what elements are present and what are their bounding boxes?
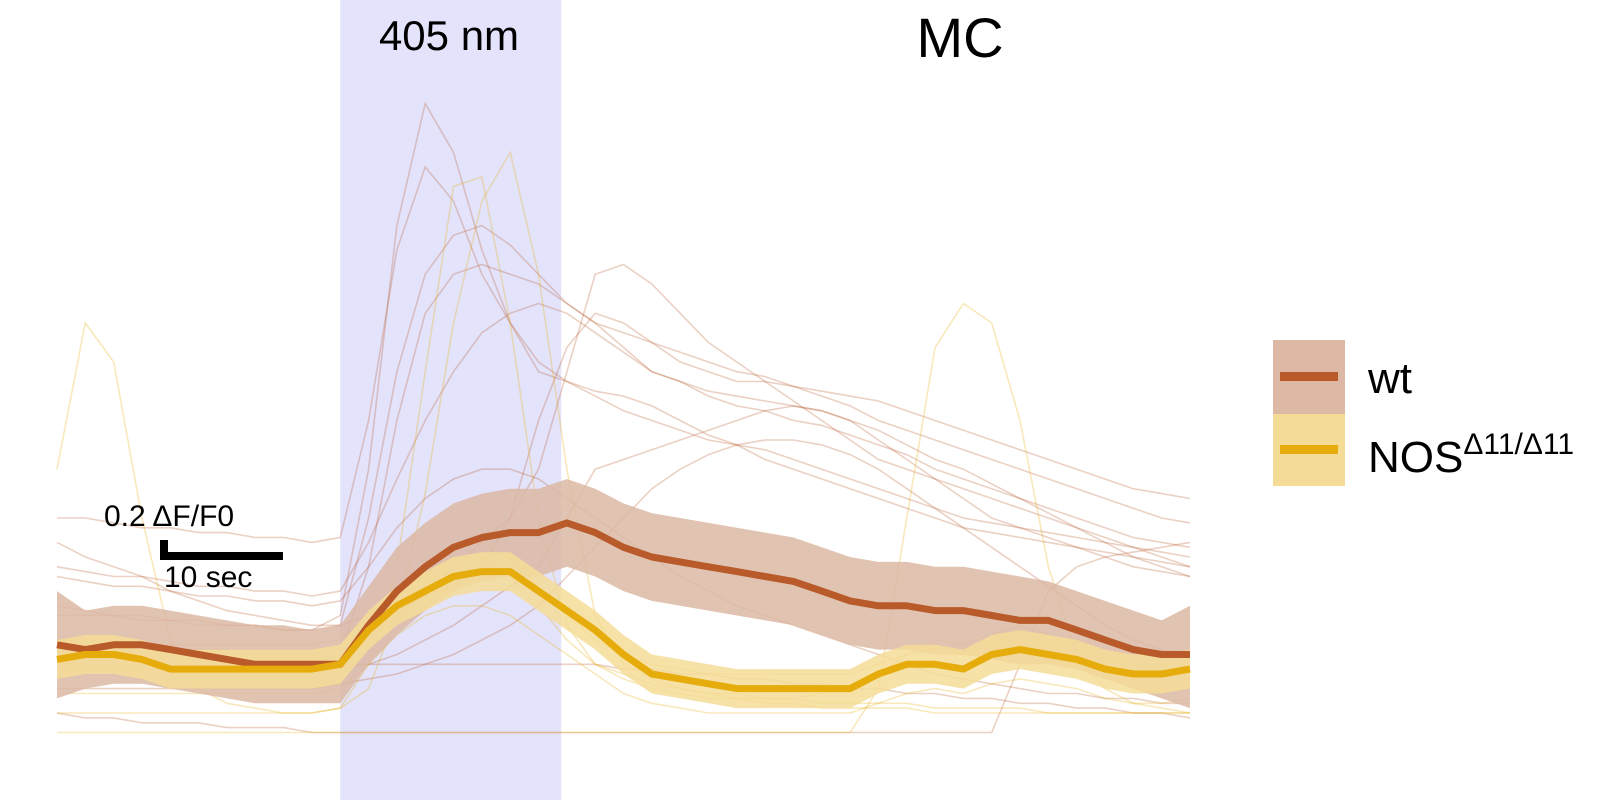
legend-item-wt: wt: [1273, 340, 1412, 414]
legend-item-nos: NOSΔ11/Δ11: [1273, 414, 1574, 486]
scale-bar-x-label: 10 sec: [164, 561, 252, 594]
individual-trace-wt-8: [56, 312, 1191, 627]
legend: wt NOSΔ11/Δ11: [1273, 340, 1574, 486]
scale-bar-lines: [160, 540, 283, 560]
legend-label-nos: NOSΔ11/Δ11: [1368, 428, 1574, 482]
mean-line-nos: [56, 568, 1191, 693]
legend-line-swatch-wt: [1280, 372, 1338, 381]
scale-bar: 0.2 ΔF/F0 10 sec: [104, 500, 283, 594]
mean-lines: [56, 519, 1191, 693]
chart-title: MC: [916, 6, 1003, 69]
individual-trace-nos-14: [57, 302, 1191, 734]
legend-label-nos-sup: Δ11/Δ11: [1463, 428, 1574, 461]
legend-line-swatch-nos: [1280, 445, 1338, 454]
legend-label-nos-base: NOS: [1368, 433, 1463, 482]
individual-trace-wt-0: [57, 165, 1191, 568]
scale-bar-y-label: 0.2 ΔF/F0: [104, 500, 234, 533]
stimulus-band: [340, 0, 562, 800]
individual-trace-wt-5: [56, 302, 1191, 597]
mean-line-wt: [56, 519, 1190, 668]
individual-trace-wt-10: [56, 541, 1191, 734]
legend-label-wt: wt: [1367, 354, 1412, 403]
stimulus-label: 405 nm: [379, 12, 519, 59]
band-nos: [57, 552, 1190, 709]
confidence-bands: [57, 479, 1190, 709]
